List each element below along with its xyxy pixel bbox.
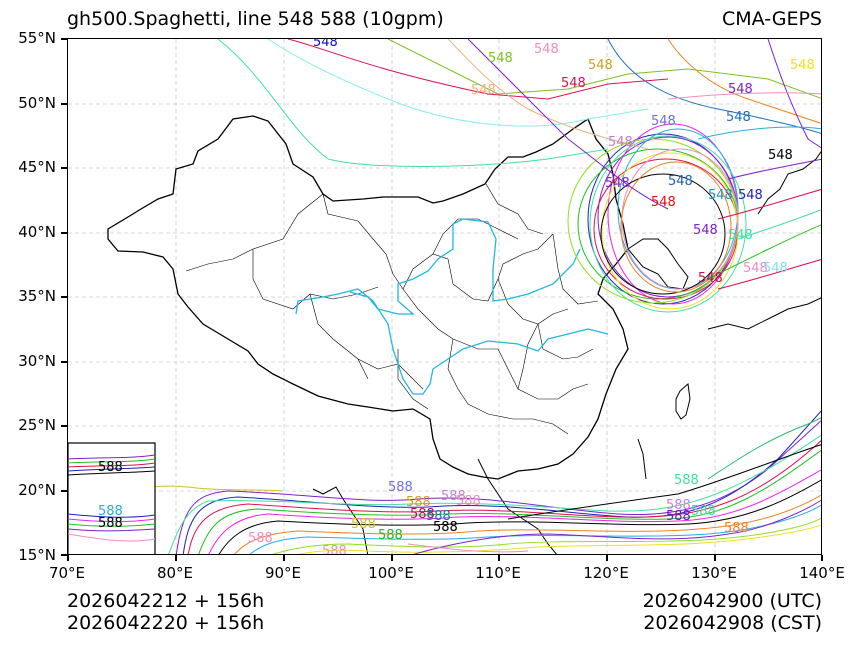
svg-text:588: 588 — [691, 504, 716, 519]
map-panel: 548 548 548 548 548 548 548 548 548 548 … — [67, 38, 822, 555]
y-tick-mark — [61, 361, 67, 363]
svg-text:588: 588 — [322, 544, 347, 555]
svg-text:588: 588 — [406, 495, 431, 510]
x-tick-100e: 100°E — [368, 564, 414, 582]
svg-text:588: 588 — [666, 509, 691, 524]
contour-588-labels: 588 588 588 588 588 588 588 588 588 588 … — [248, 473, 749, 555]
contour-588-lines — [97, 410, 821, 554]
rivers — [295, 218, 609, 395]
province-borders — [185, 183, 599, 435]
svg-text:548: 548 — [728, 228, 753, 243]
y-tick-mark — [61, 296, 67, 298]
svg-text:548: 548 — [693, 223, 718, 238]
svg-text:548: 548 — [698, 271, 723, 286]
y-tick-mark — [61, 38, 67, 40]
x-tick-mark — [821, 555, 823, 561]
x-tick-mark — [714, 555, 716, 561]
svg-text:548: 548 — [708, 188, 733, 203]
svg-text:548: 548 — [471, 83, 496, 98]
svg-text:588: 588 — [248, 531, 273, 546]
x-tick-mark — [606, 555, 608, 561]
svg-text:548: 548 — [488, 51, 513, 66]
svg-text:548: 548 — [608, 135, 633, 150]
x-tick-mark — [67, 555, 69, 561]
contour-548-lines — [217, 39, 821, 313]
y-tick-40n: 40°N — [18, 223, 56, 241]
valid-time-block: 2026042900 (UTC) 2026042908 (CST) — [643, 590, 822, 634]
svg-text:548: 548 — [728, 82, 753, 97]
svg-text:588: 588 — [98, 516, 123, 531]
init-time-2: 2026042220 + 156h — [67, 612, 265, 634]
svg-text:588: 588 — [724, 521, 749, 536]
x-tick-120e: 120°E — [583, 564, 629, 582]
x-tick-mark — [175, 555, 177, 561]
svg-text:548: 548 — [561, 76, 586, 91]
x-tick-90e: 90°E — [264, 564, 302, 582]
y-tick-20n: 20°N — [18, 481, 56, 499]
svg-text:588: 588 — [378, 528, 403, 543]
y-tick-35n: 35°N — [18, 287, 56, 305]
y-tick-30n: 30°N — [18, 352, 56, 370]
x-tick-140e: 140°E — [799, 564, 845, 582]
x-tick-70e: 70°E — [48, 564, 86, 582]
svg-text:588: 588 — [666, 498, 691, 513]
svg-text:548: 548 — [726, 110, 751, 125]
y-tick-mark — [61, 103, 67, 105]
model-name: CMA-GEPS — [721, 8, 822, 30]
y-tick-mark — [61, 232, 67, 234]
init-time-1: 2026042212 + 156h — [67, 590, 265, 612]
svg-text:548: 548 — [743, 261, 768, 276]
svg-text:548: 548 — [605, 176, 630, 191]
valid-time-utc: 2026042900 (UTC) — [642, 590, 822, 612]
svg-text:588: 588 — [351, 517, 376, 532]
svg-text:548: 548 — [668, 174, 693, 189]
y-tick-55n: 55°N — [18, 29, 56, 47]
svg-text:588: 588 — [441, 489, 466, 504]
y-tick-mark — [61, 425, 67, 427]
scs-inset: 588 588 588 — [68, 442, 156, 554]
svg-text:588: 588 — [433, 520, 458, 535]
y-tick-45n: 45°N — [18, 158, 56, 176]
svg-text:588: 588 — [426, 509, 451, 524]
contour-548-labels: 548 548 548 548 548 548 548 548 548 548 … — [313, 39, 815, 286]
map-canvas: 548 548 548 548 548 548 548 548 548 548 … — [68, 39, 821, 555]
svg-text:588: 588 — [98, 504, 123, 519]
svg-text:548: 548 — [738, 188, 763, 203]
x-tick-110e: 110°E — [475, 564, 521, 582]
y-tick-50n: 50°N — [18, 94, 56, 112]
svg-text:548: 548 — [763, 261, 788, 276]
valid-time-cst: 2026042908 (CST) — [643, 612, 822, 634]
x-tick-mark — [391, 555, 393, 561]
svg-text:548: 548 — [534, 42, 559, 57]
init-time-block: 2026042212 + 156h 2026042220 + 156h — [67, 590, 264, 634]
x-tick-mark — [283, 555, 285, 561]
y-tick-mark — [61, 554, 67, 556]
svg-text:548: 548 — [768, 148, 793, 163]
svg-text:588: 588 — [456, 494, 481, 509]
y-tick-mark — [61, 167, 67, 169]
y-tick-mark — [61, 490, 67, 492]
chart-title: gh500.Spaghetti, line 548 588 (10gpm) — [67, 8, 444, 30]
y-tick-15n: 15°N — [18, 546, 56, 564]
svg-text:548: 548 — [790, 58, 815, 73]
x-tick-130e: 130°E — [691, 564, 737, 582]
svg-text:548: 548 — [651, 195, 676, 210]
svg-text:588: 588 — [388, 480, 413, 495]
svg-text:548: 548 — [651, 114, 676, 129]
svg-text:588: 588 — [674, 473, 699, 488]
x-tick-mark — [498, 555, 500, 561]
x-tick-80e: 80°E — [156, 564, 194, 582]
y-tick-25n: 25°N — [18, 416, 56, 434]
svg-text:588: 588 — [410, 507, 435, 522]
svg-text:548: 548 — [588, 58, 613, 73]
svg-text:548: 548 — [313, 39, 338, 50]
svg-text:588: 588 — [98, 460, 123, 475]
